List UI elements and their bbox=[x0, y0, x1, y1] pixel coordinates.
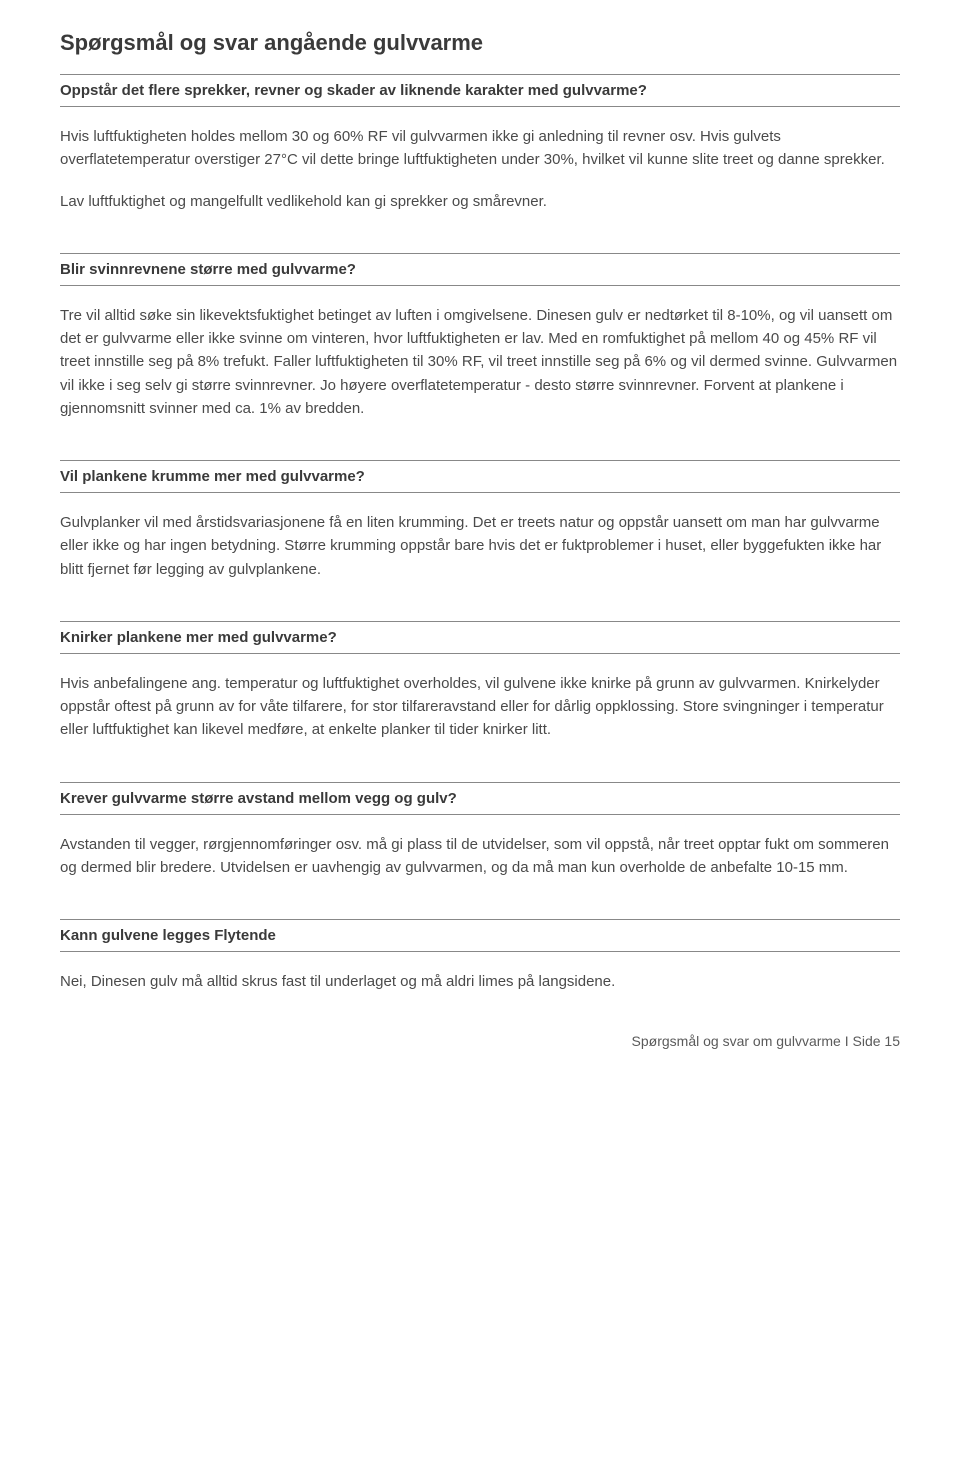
section-heading: Kann gulvene legges Flytende bbox=[60, 919, 900, 952]
paragraph: Hvis luftfuktigheten holdes mellom 30 og… bbox=[60, 125, 900, 172]
section-2: Vil plankene krumme mer med gulvvarme? G… bbox=[60, 460, 900, 581]
paragraph: Avstanden til vegger, rørgjennomføringer… bbox=[60, 833, 900, 880]
section-heading: Krever gulvvarme større avstand mellom v… bbox=[60, 782, 900, 815]
paragraph: Gulvplanker vil med årstidsvariasjonene … bbox=[60, 511, 900, 581]
section-3: Knirker plankene mer med gulvvarme? Hvis… bbox=[60, 621, 900, 742]
page-footer: Spørgsmål og svar om gulvvarme I Side 15 bbox=[60, 1033, 900, 1049]
section-heading: Oppstår det flere sprekker, revner og sk… bbox=[60, 74, 900, 107]
section-1: Blir svinnrevnene større med gulvvarme? … bbox=[60, 253, 900, 420]
section-5: Kann gulvene legges Flytende Nei, Dinese… bbox=[60, 919, 900, 993]
paragraph: Nei, Dinesen gulv må alltid skrus fast t… bbox=[60, 970, 900, 993]
paragraph: Hvis anbefalingene ang. temperatur og lu… bbox=[60, 672, 900, 742]
section-4: Krever gulvvarme større avstand mellom v… bbox=[60, 782, 900, 880]
page-title: Spørgsmål og svar angående gulvvarme bbox=[60, 30, 900, 56]
section-heading: Blir svinnrevnene større med gulvvarme? bbox=[60, 253, 900, 286]
section-heading: Knirker plankene mer med gulvvarme? bbox=[60, 621, 900, 654]
paragraph: Lav luftfuktighet og mangelfullt vedlike… bbox=[60, 190, 900, 213]
section-heading: Vil plankene krumme mer med gulvvarme? bbox=[60, 460, 900, 493]
section-0: Oppstår det flere sprekker, revner og sk… bbox=[60, 74, 900, 213]
document-page: Spørgsmål og svar angående gulvvarme Opp… bbox=[0, 0, 960, 1089]
paragraph: Tre vil alltid søke sin likevektsfuktigh… bbox=[60, 304, 900, 420]
